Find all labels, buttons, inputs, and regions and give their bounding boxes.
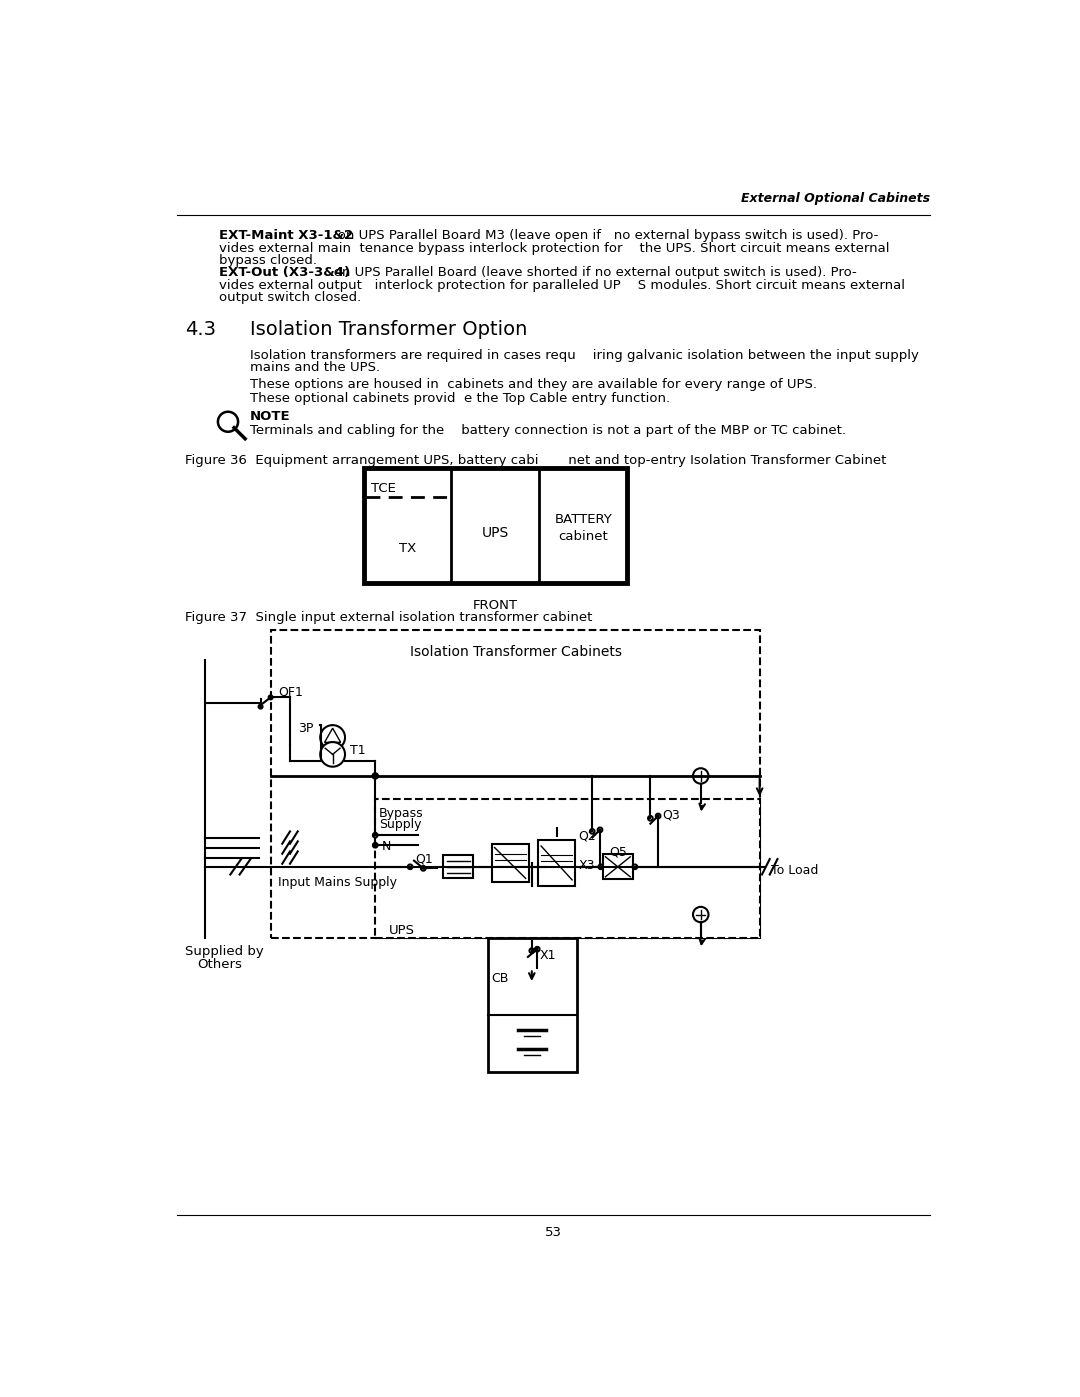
- Bar: [603, 855, 633, 879]
- Text: on UPS Parallel Board M3 (leave open if   no external bypass switch is used). Pr: on UPS Parallel Board M3 (leave open if …: [325, 229, 878, 242]
- Text: Bypass: Bypass: [379, 806, 423, 820]
- Text: BATTERY
cabinet: BATTERY cabinet: [554, 513, 612, 543]
- Text: External Optional Cabinets: External Optional Cabinets: [741, 191, 930, 204]
- Text: TCE: TCE: [372, 482, 396, 495]
- Text: vides external output   interlock protection for paralleled UP    S modules. Sho: vides external output interlock protecti…: [219, 278, 905, 292]
- Bar: [488, 937, 577, 1073]
- Text: on UPS Parallel Board (leave shorted if no external output switch is used). Pro-: on UPS Parallel Board (leave shorted if …: [321, 267, 856, 279]
- Text: Isolation Transformer Option: Isolation Transformer Option: [249, 320, 527, 339]
- Text: UPS: UPS: [389, 923, 415, 937]
- Text: 3P: 3P: [298, 722, 313, 735]
- Circle shape: [258, 704, 262, 708]
- Bar: [364, 468, 627, 584]
- Circle shape: [321, 742, 345, 767]
- Text: CB: CB: [491, 972, 509, 985]
- Circle shape: [373, 773, 378, 780]
- Text: UPS: UPS: [482, 527, 509, 541]
- Bar: [491, 844, 529, 882]
- Text: These options are housed in  cabinets and they are available for every range of : These options are housed in cabinets and…: [249, 377, 816, 391]
- Text: TX: TX: [399, 542, 416, 555]
- Text: EXT-Maint X3-1&2: EXT-Maint X3-1&2: [219, 229, 353, 242]
- Text: T1: T1: [350, 743, 366, 757]
- Text: Q5: Q5: [609, 845, 627, 858]
- Text: Input Mains Supply: Input Mains Supply: [279, 876, 397, 888]
- Text: Figure 37  Single input external isolation transformer cabinet: Figure 37 Single input external isolatio…: [185, 610, 592, 624]
- Bar: [444, 855, 473, 879]
- Circle shape: [321, 725, 345, 750]
- Text: FRONT: FRONT: [473, 599, 518, 612]
- Text: Q2: Q2: [578, 830, 596, 842]
- Text: bypass closed.: bypass closed.: [219, 254, 318, 267]
- Text: Supply: Supply: [379, 817, 421, 831]
- Text: QF1: QF1: [279, 685, 303, 698]
- Text: X3: X3: [578, 859, 595, 872]
- Text: vides external main  tenance bypass interlock protection for    the UPS. Short c: vides external main tenance bypass inter…: [219, 242, 890, 254]
- Circle shape: [268, 696, 273, 700]
- Text: These optional cabinets provid  e the Top Cable entry function.: These optional cabinets provid e the Top…: [249, 391, 670, 405]
- Text: Q3: Q3: [662, 809, 679, 821]
- Text: Supplied by: Supplied by: [185, 946, 264, 958]
- Text: Isolation Transformer Cabinets: Isolation Transformer Cabinets: [409, 645, 621, 659]
- Text: Q1: Q1: [416, 854, 433, 866]
- Text: EXT-Out (X3-3&4): EXT-Out (X3-3&4): [219, 267, 351, 279]
- Text: 4.3: 4.3: [185, 320, 216, 339]
- Text: output switch closed.: output switch closed.: [219, 291, 362, 303]
- Bar: [271, 630, 759, 937]
- Text: Terminals and cabling for the    battery connection is not a part of the MBP or : Terminals and cabling for the battery co…: [249, 425, 846, 437]
- Text: mains and the UPS.: mains and the UPS.: [249, 360, 380, 374]
- Text: Figure 36  Equipment arrangement UPS, battery cabi       net and top-entry Isola: Figure 36 Equipment arrangement UPS, bat…: [185, 454, 886, 467]
- Text: To Load: To Load: [771, 865, 819, 877]
- Text: Others: Others: [197, 958, 242, 971]
- Text: NOTE: NOTE: [249, 411, 291, 423]
- Text: Isolation transformers are required in cases requ    iring galvanic isolation be: Isolation transformers are required in c…: [249, 349, 919, 362]
- Text: X1: X1: [540, 949, 556, 963]
- Bar: [375, 799, 759, 937]
- Text: 53: 53: [545, 1227, 562, 1239]
- Text: N: N: [381, 840, 391, 854]
- Bar: [538, 840, 576, 886]
